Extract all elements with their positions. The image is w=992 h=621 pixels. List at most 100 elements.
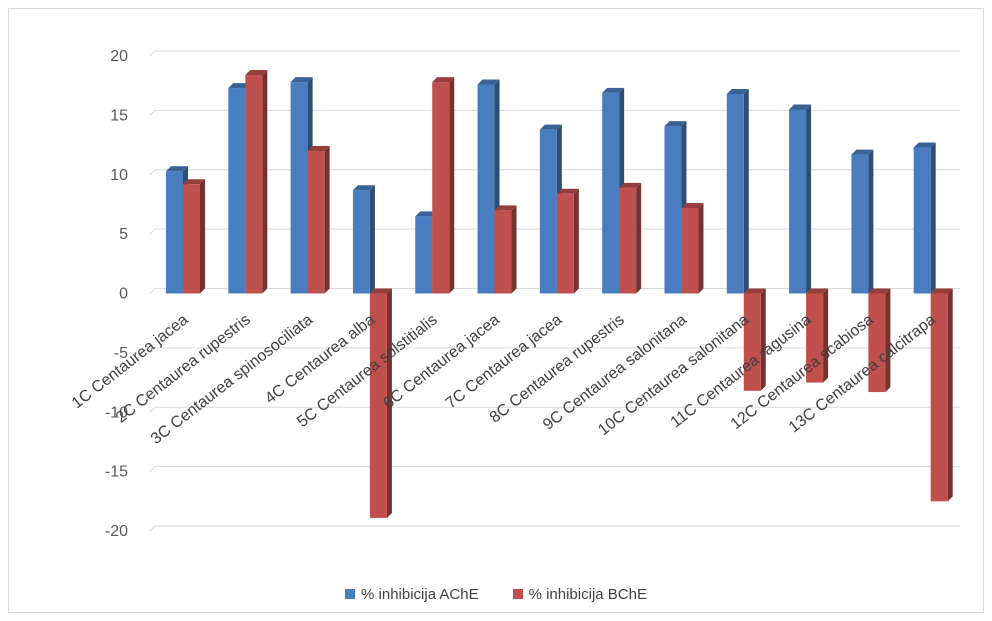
bar: [307, 151, 325, 294]
y-tick-label: -20: [105, 523, 128, 540]
bar-top: [868, 288, 891, 294]
bar-side: [806, 104, 812, 294]
gridline-edge: [149, 228, 156, 235]
legend-label-bche: % inhibicija BChE: [528, 585, 647, 603]
x-tick-label: 6C Centaurea jacea: [380, 311, 503, 412]
bar-side: [262, 70, 268, 294]
bar-side: [885, 288, 891, 393]
bar-top: [166, 166, 188, 172]
bar-top: [307, 146, 330, 151]
bar: [539, 129, 557, 294]
bar: [494, 210, 512, 294]
bar-top: [743, 288, 766, 294]
bar-side: [743, 89, 749, 294]
bar: [432, 82, 450, 294]
bar: [619, 187, 637, 294]
bar-top: [726, 89, 749, 94]
bar: [477, 84, 495, 294]
bar-side: [930, 142, 936, 294]
bar-top: [556, 188, 579, 194]
legend-item-bche: % inhibicija BChE: [512, 585, 647, 603]
bar-top: [415, 211, 438, 217]
x-tick-label: 4C Centaurea alba: [262, 311, 378, 407]
bar-top: [930, 288, 953, 294]
bar: [183, 184, 200, 294]
bar: [166, 171, 183, 294]
bar-top: [806, 288, 829, 294]
y-tick-label: 15: [110, 107, 128, 124]
bar-side: [698, 203, 704, 294]
bar: [743, 293, 761, 391]
gridline-edge: [149, 288, 156, 294]
bar-top: [183, 179, 205, 185]
bar-top: [619, 182, 642, 188]
bar-top: [477, 79, 500, 85]
legend: % inhibicija AChE % inhibicija BChE: [0, 583, 992, 605]
gridline-edge: [149, 110, 156, 116]
bar: [290, 82, 308, 294]
bar: [681, 208, 699, 294]
bar-side: [636, 182, 642, 294]
bar-top: [290, 77, 313, 83]
gridline-edge: [149, 347, 156, 354]
bar: [245, 75, 263, 294]
bar: [352, 190, 370, 294]
bar: [930, 293, 948, 502]
bar-top: [432, 77, 455, 83]
bar-top: [681, 203, 704, 208]
bar-side: [324, 146, 330, 294]
bar-top: [228, 83, 251, 89]
bar: [726, 94, 744, 294]
y-tick-label: -15: [105, 464, 128, 481]
x-tick-label: 1C Centaurea jacea: [69, 311, 192, 412]
y-tick-label: -10: [105, 404, 128, 421]
gridline-edge: [149, 406, 156, 413]
y-tick-label: 5: [119, 226, 128, 243]
bar: [806, 293, 824, 383]
bar-side: [823, 288, 829, 383]
bar-side: [386, 288, 392, 518]
x-tick-label: 7C Centaurea jacea: [443, 311, 566, 412]
y-tick-label: 0: [119, 286, 128, 303]
bar-side: [369, 185, 375, 294]
bar-top: [664, 121, 687, 127]
legend-swatch-bche: [512, 589, 523, 599]
bar-top: [913, 142, 936, 148]
bar-top: [789, 104, 812, 110]
bar: [789, 109, 807, 294]
bar-side: [449, 77, 455, 294]
bar-side: [947, 288, 953, 502]
bar-top: [539, 124, 562, 130]
legend-label-ache: % inhibicija AChE: [361, 585, 479, 603]
bar-top: [602, 87, 625, 93]
legend-item-ache: % inhibicija AChE: [345, 586, 479, 603]
bar-side: [868, 149, 874, 294]
bar: [228, 88, 246, 294]
bar: [415, 216, 433, 294]
bar-side: [760, 288, 766, 391]
bar-top: [352, 185, 375, 191]
bar: [664, 126, 682, 294]
legend-swatch-ache: [345, 589, 356, 599]
gridline-edge: [149, 169, 156, 176]
bar: [556, 193, 574, 294]
gridline-edge: [149, 466, 156, 472]
bar-top: [369, 288, 392, 294]
gridline-edge: [149, 50, 156, 57]
bar-side: [200, 179, 205, 294]
bar: [913, 147, 931, 294]
bar: [868, 293, 886, 393]
bar: [851, 154, 869, 294]
gridline-edge: [149, 525, 156, 532]
bar-side: [573, 188, 579, 294]
bar-top: [851, 149, 874, 155]
bar-top: [494, 205, 517, 211]
bar: [369, 293, 387, 518]
bar: [602, 92, 620, 294]
y-tick-label: 20: [110, 48, 128, 65]
y-tick-label: 10: [110, 167, 128, 184]
bar-side: [511, 205, 517, 294]
bar-top: [245, 70, 268, 75]
y-tick-label: -5: [114, 345, 128, 362]
